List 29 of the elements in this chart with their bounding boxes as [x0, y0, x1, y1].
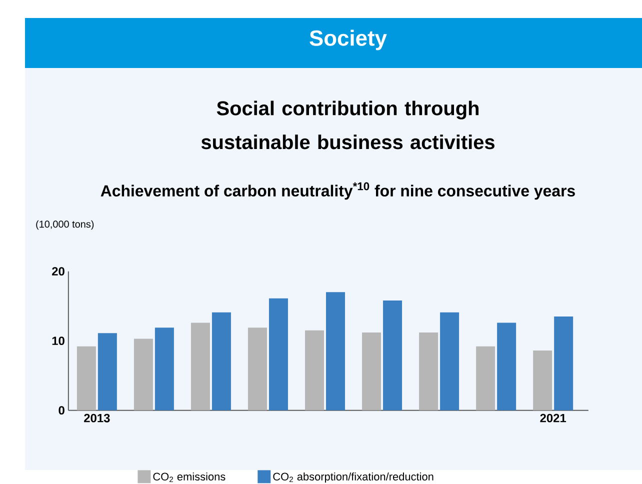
bar — [476, 346, 496, 410]
x-tick-label: 2013 — [84, 414, 110, 422]
chart-title: Society — [310, 30, 387, 50]
bar — [440, 312, 460, 410]
bar — [326, 292, 346, 410]
y-tick-label: 20 — [52, 267, 64, 276]
y-axis-title: (10,000 tons) — [36, 220, 94, 230]
legend-label: CO$_{2}$ absorption/fixation/reduction — [273, 472, 434, 483]
bar — [383, 300, 402, 410]
bar — [154, 328, 174, 410]
chart-subtitle: Social contribution through sustainable business activities — [201, 100, 494, 150]
bar — [362, 332, 382, 410]
legend-label: CO$_{2}$ emissions — [153, 472, 226, 482]
text: Achievement of carbon neutrality$^{*10}$ for nine consecutive years — [100, 182, 575, 200]
bar — [533, 350, 552, 410]
bar — [98, 333, 117, 410]
bar — [190, 322, 210, 410]
y-tick-label: 10 — [52, 336, 64, 346]
bar — [497, 322, 516, 410]
x-tick-label: 2021 — [540, 414, 566, 422]
bar — [554, 316, 574, 410]
bar — [248, 328, 267, 410]
y-tick-label: 0 — [58, 406, 64, 415]
bar — [212, 312, 231, 410]
bar — [134, 338, 153, 410]
bar — [76, 346, 96, 410]
bar — [305, 330, 324, 410]
bar — [268, 298, 288, 410]
bar — [419, 332, 438, 410]
